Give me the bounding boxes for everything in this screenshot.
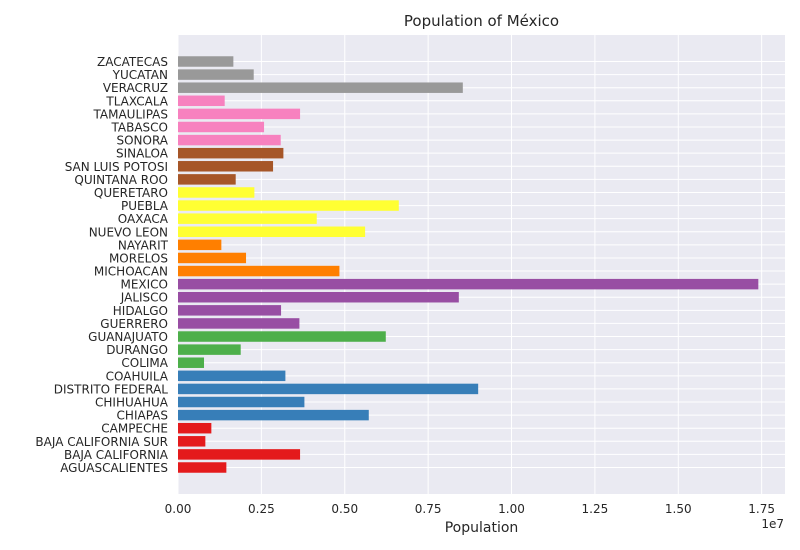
bar	[178, 292, 459, 303]
bar	[178, 383, 479, 395]
category-label: CAMPECHE	[101, 422, 168, 436]
category-label: DISTRITO FEDERAL	[54, 382, 169, 396]
category-label: CHIHUAHUA	[95, 396, 169, 410]
plot-area	[178, 35, 785, 494]
category-label: SONORA	[116, 134, 168, 148]
x-tick-label: 0.00	[165, 502, 192, 516]
chart-title: Population of México	[404, 12, 559, 30]
category-label: BAJA CALIFORNIA	[64, 448, 169, 462]
bar	[178, 331, 386, 342]
category-label: MORELOS	[109, 251, 168, 265]
category-label: NUEVO LEON	[89, 225, 168, 239]
category-label: VERACRUZ	[103, 81, 168, 95]
x-tick-label: 1.75	[748, 502, 775, 516]
category-label: MEXICO	[120, 278, 168, 292]
category-label: TAMAULIPAS	[93, 107, 168, 121]
bar	[178, 318, 300, 329]
x-tick-label: 0.50	[331, 502, 358, 516]
bar	[178, 265, 340, 277]
bar	[178, 278, 759, 290]
category-label: HIDALGO	[113, 304, 168, 318]
bar	[178, 134, 281, 146]
category-label: GUANAJUATO	[88, 330, 168, 344]
category-label: ZACATECAS	[97, 55, 168, 69]
bar	[178, 252, 247, 264]
bar	[178, 449, 301, 460]
bar	[178, 462, 227, 473]
category-label: COAHUILA	[106, 369, 169, 383]
bar	[178, 200, 399, 211]
category-label: QUINTANA ROO	[74, 173, 168, 187]
category-label: GUERRERO	[100, 317, 168, 331]
bar	[178, 147, 284, 159]
x-tick-label: 0.75	[415, 502, 442, 516]
x-tick-label: 1.00	[498, 502, 525, 516]
category-label: COLIMA	[121, 356, 168, 370]
x-axis-offset-label: 1e7	[761, 517, 784, 531]
bar	[178, 161, 274, 172]
category-label: JALISCO	[120, 291, 168, 305]
bar	[178, 357, 205, 368]
bar	[178, 370, 286, 382]
bar	[178, 396, 305, 408]
bar	[178, 422, 212, 434]
category-label: NAYARIT	[118, 238, 169, 252]
bar	[178, 409, 369, 421]
bar	[178, 305, 282, 316]
category-label: BAJA CALIFORNIA SUR	[35, 435, 168, 449]
x-tick-label: 1.50	[665, 502, 692, 516]
bar	[178, 108, 301, 120]
bar	[178, 187, 255, 198]
x-axis-label: Population	[445, 520, 519, 536]
category-label: QUERETARO	[94, 186, 168, 200]
bar	[178, 213, 317, 224]
category-label: PUEBLA	[121, 199, 169, 213]
bar	[178, 69, 254, 80]
bars	[178, 56, 759, 473]
bar	[178, 174, 236, 185]
category-label: TABASCO	[111, 120, 169, 134]
category-label: SAN LUIS POTOSI	[65, 160, 168, 174]
bar	[178, 121, 265, 133]
bar	[178, 344, 241, 355]
category-label: YUCATAN	[112, 68, 168, 82]
x-tick-label: 1.25	[582, 502, 609, 516]
category-label: DURANGO	[106, 343, 168, 357]
category-label: AGUASCALIENTES	[60, 461, 168, 475]
category-label: TLAXCALA	[105, 94, 168, 108]
bar	[178, 239, 222, 251]
category-label: OAXACA	[118, 212, 169, 226]
category-label: CHIAPAS	[117, 409, 168, 423]
bar	[178, 226, 366, 237]
category-label: MICHOACAN	[94, 265, 168, 279]
bar	[178, 95, 225, 107]
x-tick-labels: 0.00 0.25 0.50 0.75 1.00 1.25 1.50 1.75	[165, 502, 775, 516]
x-tick-label: 0.25	[248, 502, 275, 516]
bar	[178, 56, 234, 67]
category-label: SINALOA	[116, 147, 169, 161]
bar	[178, 82, 463, 93]
bar	[178, 436, 206, 447]
